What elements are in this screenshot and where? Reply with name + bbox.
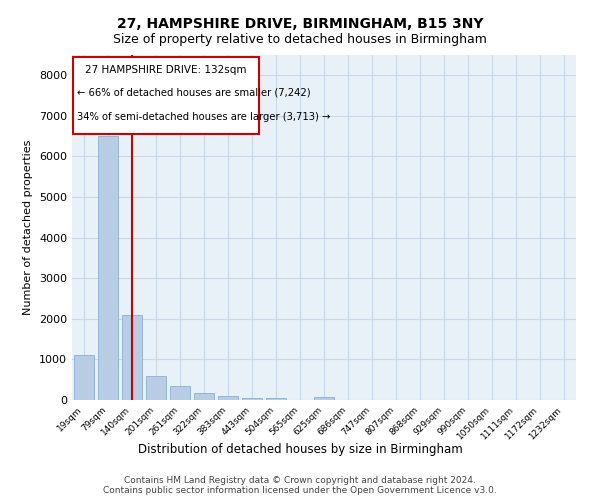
Bar bbox=[170, 386, 190, 400]
Text: Size of property relative to detached houses in Birmingham: Size of property relative to detached ho… bbox=[113, 32, 487, 46]
Y-axis label: Number of detached properties: Number of detached properties bbox=[23, 140, 34, 315]
Bar bbox=[98, 136, 118, 400]
Bar bbox=[218, 396, 238, 400]
Bar bbox=[146, 376, 166, 400]
FancyBboxPatch shape bbox=[73, 57, 259, 134]
Bar bbox=[74, 356, 94, 400]
Bar bbox=[194, 393, 214, 400]
Text: 27, HAMPSHIRE DRIVE, BIRMINGHAM, B15 3NY: 27, HAMPSHIRE DRIVE, BIRMINGHAM, B15 3NY bbox=[117, 18, 483, 32]
Text: Contains public sector information licensed under the Open Government Licence v3: Contains public sector information licen… bbox=[103, 486, 497, 495]
Bar bbox=[122, 315, 142, 400]
Bar bbox=[314, 397, 334, 400]
Text: Distribution of detached houses by size in Birmingham: Distribution of detached houses by size … bbox=[137, 442, 463, 456]
Bar bbox=[242, 398, 262, 400]
Text: ← 66% of detached houses are smaller (7,242): ← 66% of detached houses are smaller (7,… bbox=[77, 88, 310, 98]
Bar bbox=[266, 398, 286, 400]
Text: 34% of semi-detached houses are larger (3,713) →: 34% of semi-detached houses are larger (… bbox=[77, 112, 330, 122]
Text: Contains HM Land Registry data © Crown copyright and database right 2024.: Contains HM Land Registry data © Crown c… bbox=[124, 476, 476, 485]
Text: 27 HAMPSHIRE DRIVE: 132sqm: 27 HAMPSHIRE DRIVE: 132sqm bbox=[85, 65, 247, 75]
